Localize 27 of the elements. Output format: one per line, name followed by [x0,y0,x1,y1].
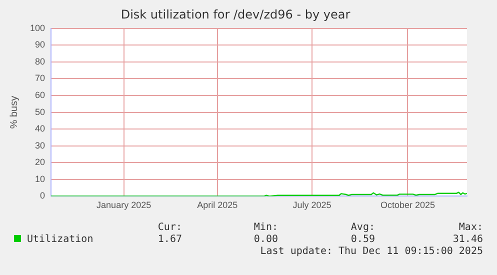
text: 1.67 [158,234,182,245]
y-tick-label: 90 [35,40,46,50]
y-tick-label: 70 [35,73,46,84]
chart-title: Disk utilization for /dev/zd96 - by year [120,7,350,22]
y-axis-title: % busy [8,96,20,129]
y-tick-label: 0 [40,190,46,201]
x-tick-label: July 2025 [292,200,332,210]
text: Cur: [158,222,182,233]
y-tick-label: 20 [35,157,46,168]
x-tick-label: April 2025 [197,200,238,210]
y-tick-label: 50 [35,106,46,117]
text: 0.59 [350,234,375,245]
text: 31.46 [452,234,483,245]
text: Avg: [350,222,375,233]
legend-label: Utilization [26,234,94,245]
text: 0.00 [254,234,278,245]
y-tick-label: 10 [35,174,46,184]
x-tick-label: October 2025 [380,200,435,210]
y-tick-label: 40 [35,124,46,134]
x-tick-label: January 2025 [96,200,152,210]
y-tick-label: 100 [30,22,46,33]
y-tick-label: 80 [35,56,46,66]
y-tick-label: 60 [35,90,46,100]
y-tick-label: 30 [35,140,46,150]
text: Last update: Thu Dec 11 09:15:00 2025 [260,246,483,257]
text: Max: [458,222,483,233]
text: Min: [254,222,278,233]
